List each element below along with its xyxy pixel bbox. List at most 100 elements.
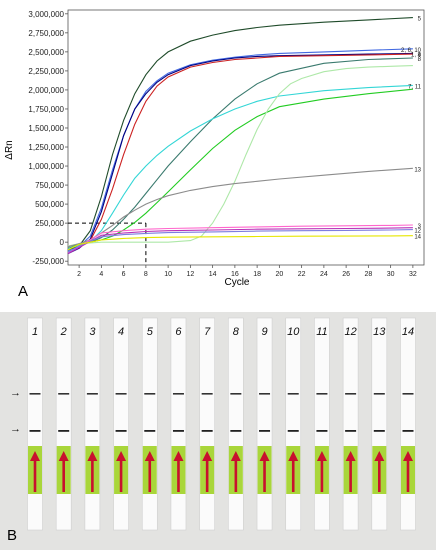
arrow-shaft: [349, 458, 352, 492]
arrow-shaft: [406, 458, 410, 492]
arrow-head: [202, 451, 213, 461]
strip: 9: [256, 317, 273, 531]
arrow-head: [345, 451, 356, 461]
strip: 4: [113, 317, 129, 531]
series-line: [67, 57, 413, 249]
arrow-head: [259, 451, 270, 461]
arrow-head: [30, 451, 40, 461]
lateral-flow-strip-photo: 1 2 3 4 5 6 7 8 9 10 11 12 13 14 →→ B: [0, 312, 436, 550]
series-line: [67, 235, 413, 251]
x-tick-label: 16: [231, 271, 239, 278]
y-tick-label: 1,000,000: [28, 162, 64, 171]
strip-body: [27, 317, 43, 531]
series-label: 7, 11: [408, 84, 422, 90]
y-tick-label: -250,000: [32, 257, 64, 266]
series-line: [67, 52, 413, 255]
strip: 1: [27, 317, 43, 531]
series-line: [67, 227, 413, 255]
strip-body: [199, 317, 215, 531]
series-label: 2, 6, 10: [401, 48, 422, 54]
series-label: 4: [418, 53, 422, 59]
x-tick-label: 28: [364, 271, 372, 278]
strip: 7: [199, 317, 215, 531]
arrow-shaft: [205, 458, 209, 492]
strip-label: 10: [287, 326, 300, 338]
y-tick-label: 0: [60, 238, 65, 247]
strip-label: 12: [344, 326, 356, 338]
x-tick-label: 32: [409, 271, 417, 278]
strip-body: [84, 317, 101, 531]
test-line: [29, 430, 41, 432]
series-label: 8: [418, 57, 422, 63]
test-line: [373, 430, 385, 432]
series-line: [67, 84, 413, 250]
control-line: [345, 393, 357, 395]
strip: 3: [84, 317, 101, 531]
arrow-head: [288, 451, 299, 461]
y-tick-label: 2,750,000: [28, 29, 64, 38]
series-line: [67, 224, 413, 254]
strip-body: [170, 317, 187, 531]
test-line: [58, 430, 70, 432]
photo-background: [0, 312, 436, 550]
arrow-head: [116, 451, 127, 461]
control-line: [230, 393, 242, 395]
control-line: [86, 393, 98, 395]
strip-label: 8: [233, 326, 240, 338]
y-tick-label: 250,000: [35, 219, 64, 228]
control-line: [201, 393, 213, 395]
series-label: 13: [414, 167, 421, 173]
control-line: [58, 393, 70, 395]
arrow-head: [87, 451, 98, 461]
y-tick-label: 2,500,000: [28, 48, 64, 57]
test-line: [172, 430, 184, 432]
series-line: [67, 17, 413, 251]
strip-body: [371, 317, 388, 531]
strip: 8: [228, 317, 244, 531]
strip: 14: [400, 317, 416, 531]
control-line: [402, 393, 414, 395]
strip: 6: [170, 317, 187, 531]
test-line: [345, 430, 357, 432]
strip-body: [113, 317, 129, 531]
arrow-head: [173, 451, 184, 461]
y-tick-label: 1,500,000: [28, 124, 64, 133]
arrow-shaft: [148, 458, 152, 492]
test-line: [230, 430, 242, 432]
strip-label: 14: [402, 326, 414, 338]
x-tick-label: 24: [320, 271, 328, 278]
arrow-head: [374, 451, 385, 461]
strip-label: 1: [32, 326, 38, 338]
x-axis: 2 4 6 8 10 12 14 16 18 20 22 24 26 28 30 32: [77, 265, 417, 278]
y-tick-label: 3,000,000: [28, 10, 64, 19]
strip: 11: [314, 317, 330, 531]
strip-body: [400, 317, 416, 531]
strip-label: 6: [175, 326, 182, 338]
plot-frame: [67, 9, 425, 266]
arrow-shaft: [33, 458, 37, 492]
x-tick-label: 26: [342, 271, 350, 278]
strip-label: 9: [261, 326, 267, 338]
plot-area: [67, 9, 425, 266]
strip: 2: [55, 317, 72, 531]
y-tick-label: 1,750,000: [28, 105, 64, 114]
series-lines: [67, 17, 413, 255]
arrow-shaft: [234, 458, 238, 492]
arrow-head: [316, 451, 327, 461]
y-tick-label: 2,000,000: [28, 86, 64, 95]
panel-b-label: B: [7, 527, 17, 544]
control-line: [316, 393, 328, 395]
strip-body: [314, 317, 330, 531]
control-line: [29, 393, 41, 395]
strip: 5: [141, 317, 158, 531]
strip-body: [256, 317, 273, 531]
series-label: 12: [414, 229, 421, 235]
strip-label: 4: [118, 326, 124, 338]
series-line: [67, 48, 413, 252]
series-label: 1, 9: [411, 52, 422, 58]
arrow-shaft: [263, 458, 266, 492]
test-line: [316, 430, 328, 432]
arrow-shaft: [91, 458, 94, 492]
x-tick-label: 8: [144, 271, 148, 278]
